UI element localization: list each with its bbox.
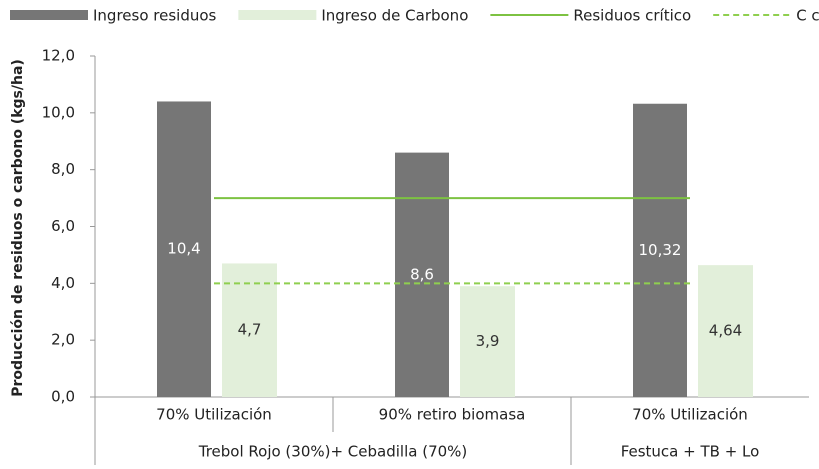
y-axis-title: Producción de residuos o carbono (kgs/ha… [10, 59, 26, 397]
legend-label: Residuos crítico [573, 7, 691, 25]
y-tick-label: 8,0 [51, 160, 75, 178]
x-tick-label: 90% retiro biomasa [379, 406, 526, 424]
y-tick-label: 0,0 [51, 388, 75, 406]
x-tick-label: 70% Utilización [632, 406, 748, 424]
data-label: 10,4 [167, 240, 200, 258]
legend-label: Ingreso de Carbono [321, 7, 468, 25]
legend-swatch [238, 10, 317, 20]
y-tick-label: 4,0 [51, 274, 75, 292]
legend-swatch [10, 10, 88, 20]
bar [460, 286, 515, 397]
bar [633, 103, 687, 398]
data-label: 3,9 [476, 332, 500, 350]
y-tick-label: 10,0 [42, 103, 75, 121]
bar [395, 152, 449, 397]
y-tick-label: 2,0 [51, 331, 75, 349]
group-label: Festuca + TB + Lo [621, 443, 760, 461]
data-label: 8,6 [410, 265, 434, 283]
legend-label: Ingreso residuos [93, 7, 217, 25]
x-tick-label: 70% Utilización [156, 406, 272, 424]
group-label: Trebol Rojo (30%)+ Cebadilla (70%) [198, 443, 468, 461]
y-tick-label: 12,0 [42, 47, 75, 65]
data-label: 4,7 [238, 321, 262, 339]
data-label: 4,64 [709, 322, 742, 340]
data-label: 10,32 [639, 241, 682, 259]
bar [157, 101, 211, 397]
bar [222, 263, 277, 397]
y-tick-label: 6,0 [51, 217, 75, 235]
bar [698, 265, 753, 397]
legend-label: C crítico [796, 7, 819, 25]
